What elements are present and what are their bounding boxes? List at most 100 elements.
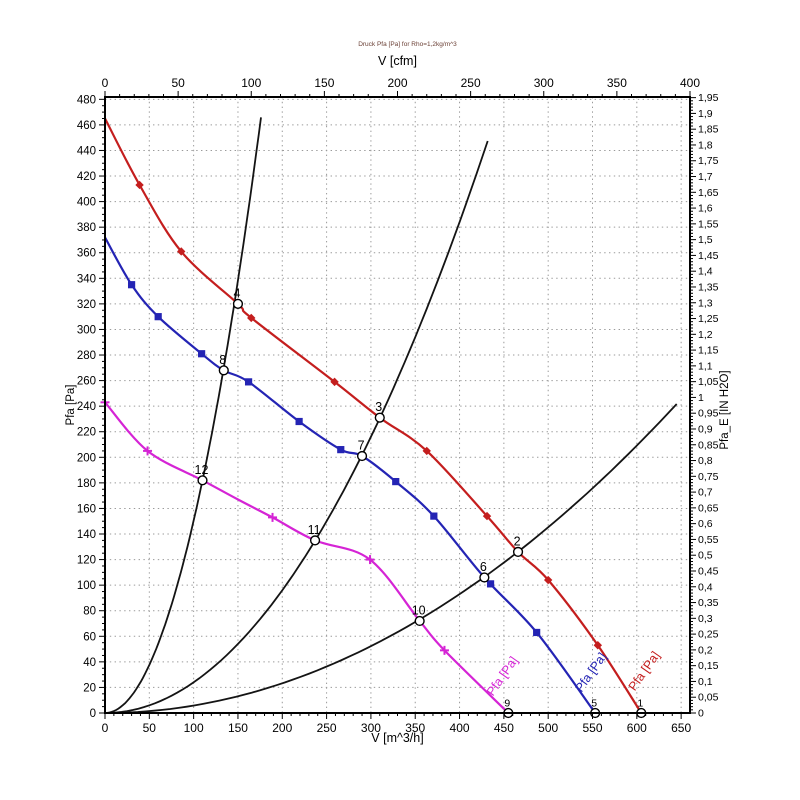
square-marker	[533, 628, 541, 637]
top-axis-title: V [cfm]	[378, 54, 417, 68]
right-tick-label: 0,8	[698, 455, 713, 467]
left-tick-label: 160	[77, 503, 96, 515]
left-tick-label: 220	[77, 427, 96, 439]
right-tick-label: 1,2	[698, 329, 713, 341]
right-tick-label: 0,3	[698, 613, 713, 625]
fan-curve-high-speed-markers	[135, 180, 603, 650]
left-tick-label: 260	[77, 376, 96, 388]
left-tick-label: 300	[77, 324, 96, 336]
right-tick-label: 0,6	[698, 518, 713, 530]
right-tick-label: 1,5	[698, 234, 713, 246]
top-tick-label: 300	[534, 76, 554, 90]
bottom-tick-label: 300	[361, 721, 381, 735]
bottom-tick-label: 600	[627, 721, 647, 735]
square-marker	[337, 446, 345, 454]
right-tick-label: 1,15	[698, 345, 719, 357]
operating-point-number: 7	[358, 439, 365, 453]
grid	[105, 97, 690, 713]
operating-point-number: 5	[591, 698, 597, 710]
axis-tick-labels: 0 50 100 150 200 250 300 350 400 450 500 550 600 6500…	[77, 76, 719, 735]
top-tick-label: 400	[680, 76, 700, 90]
right-tick-label: 0,85	[698, 439, 719, 451]
right-tick-label: 0,45	[698, 565, 719, 577]
right-tick-label: 1,6	[698, 203, 713, 215]
left-tick-label: 100	[77, 580, 96, 592]
bottom-tick-label: 100	[184, 721, 204, 735]
operating-point-number: 3	[375, 400, 382, 414]
right-tick-label: 0,65	[698, 502, 719, 514]
operating-point-number: 1	[637, 698, 643, 710]
operating-point-number: 6	[480, 560, 487, 574]
right-tick-label: 0,35	[698, 597, 719, 609]
system-curve-shallow	[104, 403, 678, 714]
operating-point-number: 2	[514, 534, 521, 548]
right-tick-label: 0,75	[698, 471, 719, 483]
left-tick-label: 400	[77, 197, 96, 209]
right-tick-label: 1,85	[698, 124, 719, 136]
right-tick-label: 1	[698, 392, 704, 404]
left-tick-label: 180	[77, 478, 96, 490]
right-tick-label: 0,95	[698, 408, 719, 420]
left-tick-label: 60	[83, 631, 96, 643]
operating-point-circle	[374, 412, 385, 423]
right-tick-label: 0	[698, 708, 704, 720]
square-marker	[486, 580, 495, 588]
right-tick-label: 1,7	[698, 171, 713, 183]
right-tick-label: 0,05	[698, 692, 719, 704]
diamond-marker	[593, 641, 603, 650]
left-tick-label: 420	[77, 171, 96, 183]
bottom-tick-label: 0	[102, 721, 109, 735]
right-tick-label: 1,8	[698, 139, 713, 151]
top-tick-label: 350	[607, 76, 627, 90]
right-tick-label: 0,5	[698, 550, 713, 562]
bottom-tick-label: 500	[538, 721, 558, 735]
bottom-tick-label: 550	[582, 721, 602, 735]
right-tick-label: 1,3	[698, 297, 713, 309]
top-tick-label: 0	[102, 76, 109, 90]
square-marker	[127, 281, 136, 289]
bottom-tick-label: 50	[143, 721, 157, 735]
operating-point-number: 4	[233, 286, 240, 300]
left-tick-label: 0	[90, 708, 96, 720]
left-tick-label: 440	[77, 145, 96, 157]
operating-point-circle	[356, 450, 368, 462]
right-tick-label: 1,1	[698, 360, 713, 372]
left-tick-label: 20	[83, 682, 96, 694]
left-tick-label: 120	[77, 555, 96, 567]
operating-point-number: 12	[195, 463, 209, 477]
right-tick-label: 0,15	[698, 660, 719, 672]
left-tick-label: 480	[77, 94, 96, 106]
diamond-marker	[543, 575, 553, 585]
operating-point-circle	[512, 546, 524, 558]
operating-point-circle	[232, 298, 244, 309]
right-tick-label: 1,75	[698, 155, 719, 167]
operating-point-circle	[309, 535, 321, 546]
diamond-marker	[330, 377, 339, 387]
axis-titles: Druck Pfa [Pa] for Rho=1,2kg/m^3 V [cfm] V…	[65, 41, 731, 745]
right-tick-label: 0,4	[698, 581, 713, 593]
axis-ticks	[99, 91, 696, 719]
system-curve-steep	[104, 117, 262, 714]
bottom-tick-label: 350	[405, 721, 425, 735]
right-tick-label: 1,35	[698, 281, 719, 293]
diamond-marker	[135, 180, 144, 190]
left-tick-label: 360	[77, 248, 96, 260]
right-tick-label: 1,45	[698, 250, 719, 262]
chart-title: Druck Pfa [Pa] for Rho=1,2kg/m^3	[358, 41, 457, 48]
top-tick-label: 100	[241, 76, 261, 90]
right-axis-title: Pfa_E [IN H2O]	[719, 370, 731, 449]
fan-curve-low-speed-line	[104, 401, 510, 714]
square-marker	[244, 378, 253, 386]
left-tick-label: 200	[77, 452, 96, 464]
bottom-axis-title: V [m^3/h]	[371, 731, 423, 745]
operating-point-circle	[197, 475, 208, 486]
left-tick-label: 240	[77, 401, 96, 413]
bottom-tick-label: 200	[272, 721, 292, 735]
top-tick-label: 150	[314, 76, 334, 90]
operating-point-number: 10	[412, 603, 426, 617]
right-tick-label: 0,1	[698, 676, 713, 688]
diamond-marker	[482, 511, 492, 521]
operating-point-number: 8	[219, 353, 226, 367]
